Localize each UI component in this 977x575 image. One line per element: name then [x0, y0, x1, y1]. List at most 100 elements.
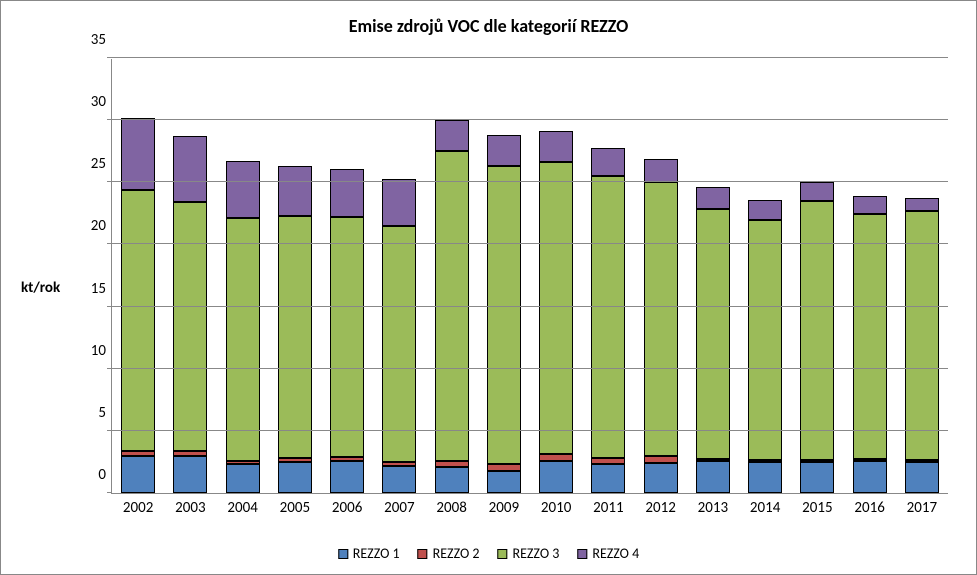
x-tick-label: 2004: [227, 499, 257, 517]
bar-stack: [330, 169, 364, 493]
bar-segment: [121, 118, 155, 190]
y-tick-label: 30: [91, 93, 106, 111]
legend-swatch: [498, 549, 508, 559]
bar-segment: [853, 196, 887, 213]
bar-segment: [382, 466, 416, 493]
bar-slot: 2011: [582, 59, 634, 493]
y-tick-label: 35: [91, 31, 106, 49]
bar-segment: [226, 464, 260, 493]
bar-stack: [696, 187, 730, 493]
bar-segment: [173, 456, 207, 493]
bar-slot: 2006: [321, 59, 373, 493]
bar-segment: [278, 462, 312, 493]
bar-slot: 2007: [373, 59, 425, 493]
bar-segment: [853, 214, 887, 459]
x-tick-label: 2008: [436, 499, 466, 517]
bar-segment: [644, 463, 678, 493]
legend-swatch: [577, 549, 587, 559]
bar-segment: [121, 456, 155, 493]
bar-segment: [226, 161, 260, 218]
gridline: [112, 368, 948, 369]
x-tick-label: 2012: [645, 499, 675, 517]
y-tickmark: [107, 430, 112, 431]
bar-segment: [644, 159, 678, 183]
legend-label: REZZO 2: [433, 545, 480, 562]
y-tick-label: 25: [91, 155, 106, 173]
bar-segment: [330, 217, 364, 457]
bar-segment: [696, 209, 730, 459]
y-tickmark: [107, 119, 112, 120]
bar-segment: [382, 226, 416, 462]
bar-slot: 2004: [217, 59, 269, 493]
x-tick-label: 2006: [332, 499, 362, 517]
bar-stack: [487, 135, 521, 493]
bar-segment: [591, 176, 625, 458]
y-tick-label: 10: [91, 342, 106, 360]
bar-segment: [748, 200, 782, 220]
bar-stack: [435, 120, 469, 493]
bar-stack: [644, 159, 678, 493]
bar-segment: [539, 162, 573, 454]
bar-segment: [644, 182, 678, 455]
bar-slot: 2016: [844, 59, 896, 493]
bar-segment: [487, 135, 521, 166]
y-tickmark: [107, 492, 112, 493]
legend-swatch: [338, 549, 348, 559]
bar-segment: [382, 179, 416, 226]
bar-segment: [226, 218, 260, 460]
chart-title: Emise zdrojů VOC dle kategorií REZZO: [1, 1, 976, 37]
bar-slot: 2008: [426, 59, 478, 493]
bar-segment: [435, 120, 469, 151]
bar-segment: [591, 464, 625, 493]
bar-segment: [121, 190, 155, 451]
y-tickmark: [107, 243, 112, 244]
gridline: [112, 243, 948, 244]
x-tick-label: 2009: [489, 499, 519, 517]
legend-label: REZZO 1: [353, 545, 400, 562]
bar-segment: [748, 220, 782, 460]
bar-segment: [173, 202, 207, 451]
bar-segment: [800, 182, 834, 202]
x-tick-label: 2010: [541, 499, 571, 517]
bar-segment: [853, 461, 887, 493]
x-tick-label: 2015: [802, 499, 832, 517]
bar-segment: [696, 461, 730, 493]
bar-segment: [278, 216, 312, 458]
bar-segment: [905, 211, 939, 460]
bar-slot: 2009: [478, 59, 530, 493]
y-tick-label: 20: [91, 217, 106, 235]
x-tick-label: 2014: [750, 499, 780, 517]
bar-segment: [330, 169, 364, 217]
bar-segment: [696, 187, 730, 209]
y-tick-label: 0: [98, 466, 106, 484]
bar-stack: [853, 196, 887, 493]
chart-container: Emise zdrojů VOC dle kategorií REZZO kt/…: [0, 0, 977, 575]
bar-slot: 2014: [739, 59, 791, 493]
legend-label: REZZO 4: [592, 545, 639, 562]
bar-slot: 2002: [112, 59, 164, 493]
bar-segment: [278, 166, 312, 216]
x-tick-label: 2003: [175, 499, 205, 517]
gridline: [112, 119, 948, 120]
bar-slot: 2012: [635, 59, 687, 493]
gridline: [112, 57, 948, 58]
bar-segment: [905, 462, 939, 493]
y-tick-label: 15: [91, 280, 106, 298]
bar-stack: [905, 198, 939, 493]
bar-stack: [382, 179, 416, 493]
bar-stack: [591, 148, 625, 493]
x-tick-label: 2005: [280, 499, 310, 517]
legend-item: REZZO 2: [418, 545, 480, 562]
bar-segment: [539, 461, 573, 493]
bar-slot: 2010: [530, 59, 582, 493]
bar-slot: 2003: [164, 59, 216, 493]
plot-area: 2002200320042005200620072008200920102011…: [111, 59, 948, 494]
y-tick-label: 5: [98, 404, 106, 422]
bar-segment: [748, 462, 782, 493]
x-tick-label: 2017: [907, 499, 937, 517]
bar-segment: [173, 136, 207, 202]
x-tick-label: 2002: [123, 499, 153, 517]
bar-stack: [539, 131, 573, 493]
y-tickmark: [107, 368, 112, 369]
bar-slot: 2005: [269, 59, 321, 493]
